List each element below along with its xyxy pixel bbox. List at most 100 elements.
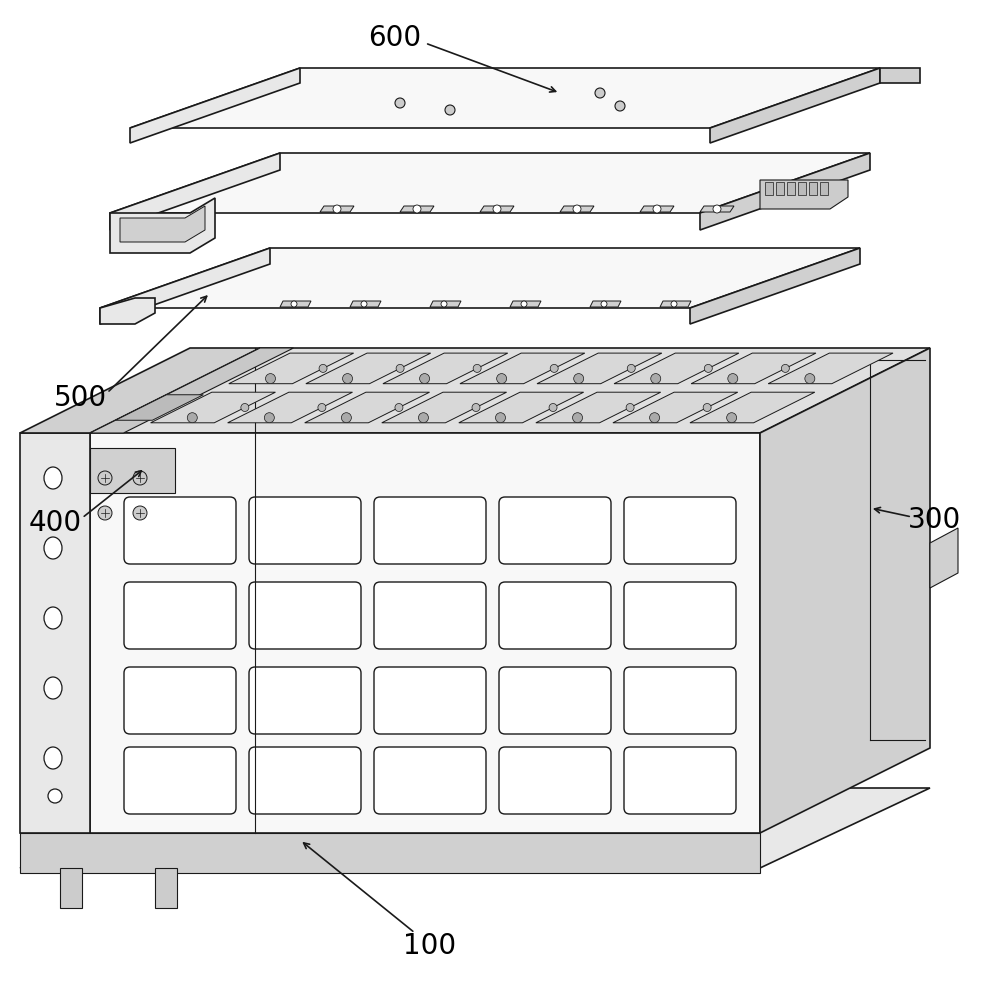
Polygon shape [480, 206, 514, 212]
Circle shape [651, 373, 661, 383]
Polygon shape [320, 206, 354, 212]
FancyBboxPatch shape [249, 497, 361, 564]
Polygon shape [710, 68, 880, 143]
Polygon shape [765, 182, 773, 195]
Circle shape [728, 373, 738, 383]
Circle shape [495, 413, 505, 423]
Polygon shape [90, 433, 760, 833]
Polygon shape [155, 868, 177, 908]
FancyBboxPatch shape [624, 582, 736, 649]
Polygon shape [350, 301, 381, 307]
Polygon shape [20, 788, 930, 868]
Polygon shape [537, 353, 662, 383]
Text: 400: 400 [28, 509, 82, 537]
Polygon shape [382, 392, 507, 423]
FancyBboxPatch shape [124, 747, 236, 814]
Polygon shape [760, 348, 930, 833]
Ellipse shape [44, 747, 62, 769]
Circle shape [395, 98, 405, 108]
Circle shape [361, 301, 367, 307]
Polygon shape [536, 392, 661, 423]
FancyBboxPatch shape [124, 497, 236, 564]
Polygon shape [20, 433, 90, 833]
Polygon shape [100, 248, 860, 308]
Circle shape [497, 373, 507, 383]
Circle shape [318, 403, 326, 411]
Polygon shape [116, 395, 203, 420]
FancyBboxPatch shape [624, 497, 736, 564]
Circle shape [48, 789, 62, 803]
Circle shape [626, 403, 634, 411]
Circle shape [727, 413, 737, 423]
Polygon shape [590, 301, 621, 307]
Polygon shape [614, 353, 739, 383]
Circle shape [396, 365, 404, 372]
Ellipse shape [44, 607, 62, 629]
FancyBboxPatch shape [124, 582, 236, 649]
Polygon shape [100, 248, 270, 324]
Text: 300: 300 [908, 506, 962, 534]
Circle shape [550, 365, 558, 372]
Polygon shape [151, 392, 275, 423]
Circle shape [671, 301, 677, 307]
Text: 600: 600 [368, 24, 422, 52]
Circle shape [595, 88, 605, 98]
Polygon shape [130, 68, 300, 143]
Circle shape [341, 413, 351, 423]
FancyBboxPatch shape [499, 497, 611, 564]
Circle shape [573, 413, 583, 423]
Circle shape [133, 506, 147, 520]
Circle shape [418, 413, 428, 423]
Circle shape [805, 373, 815, 383]
Circle shape [781, 365, 789, 372]
FancyBboxPatch shape [124, 667, 236, 734]
Polygon shape [110, 153, 280, 230]
Circle shape [395, 403, 403, 411]
Circle shape [601, 301, 607, 307]
Ellipse shape [44, 467, 62, 489]
Circle shape [473, 365, 481, 372]
Polygon shape [460, 353, 585, 383]
Ellipse shape [44, 537, 62, 559]
Circle shape [521, 301, 527, 307]
Circle shape [441, 301, 447, 307]
Polygon shape [110, 198, 215, 253]
Polygon shape [305, 392, 430, 423]
Circle shape [187, 413, 197, 423]
Polygon shape [130, 68, 880, 128]
Polygon shape [383, 353, 508, 383]
Polygon shape [798, 182, 806, 195]
Polygon shape [90, 448, 175, 493]
Polygon shape [776, 182, 784, 195]
FancyBboxPatch shape [249, 747, 361, 814]
Polygon shape [110, 153, 870, 213]
FancyBboxPatch shape [624, 747, 736, 814]
Polygon shape [510, 301, 541, 307]
Circle shape [493, 205, 501, 213]
FancyBboxPatch shape [499, 582, 611, 649]
Circle shape [420, 373, 430, 383]
Polygon shape [229, 353, 354, 383]
FancyBboxPatch shape [374, 667, 486, 734]
Circle shape [98, 506, 112, 520]
FancyBboxPatch shape [499, 747, 611, 814]
FancyBboxPatch shape [499, 667, 611, 734]
Circle shape [265, 373, 275, 383]
Polygon shape [787, 182, 795, 195]
Polygon shape [809, 182, 817, 195]
Text: 500: 500 [53, 384, 107, 412]
Polygon shape [700, 206, 734, 212]
Polygon shape [768, 353, 893, 383]
Circle shape [98, 471, 112, 485]
Circle shape [343, 373, 353, 383]
Polygon shape [60, 868, 82, 908]
Polygon shape [613, 392, 738, 423]
FancyBboxPatch shape [374, 747, 486, 814]
Circle shape [627, 365, 635, 372]
Circle shape [574, 373, 584, 383]
Polygon shape [640, 206, 674, 212]
Polygon shape [700, 153, 870, 230]
Polygon shape [120, 206, 205, 242]
Circle shape [413, 205, 421, 213]
Polygon shape [20, 348, 260, 433]
